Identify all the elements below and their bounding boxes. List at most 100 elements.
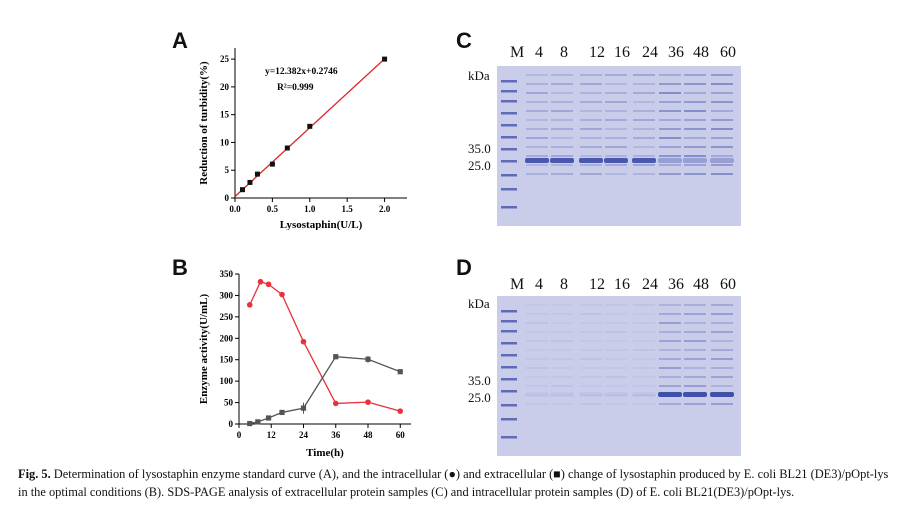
protein-band (711, 322, 733, 324)
y-axis-title: Enzyme activity(U/mL) (198, 294, 210, 405)
y-axis-title: Reduction of turbidity(%) (198, 61, 210, 185)
protein-band (711, 92, 733, 94)
protein-band (526, 110, 548, 112)
protein-band (580, 146, 602, 148)
protein-band (605, 367, 627, 369)
x-tick-label: 2.0 (379, 204, 391, 214)
protein-band (659, 403, 681, 405)
marker-band (501, 366, 517, 369)
protein-band (551, 92, 573, 94)
protein-band (633, 155, 655, 157)
protein-band (605, 146, 627, 148)
marker-band (501, 90, 517, 93)
protein-band (659, 340, 681, 342)
protein-band (605, 394, 627, 396)
protein-band (684, 322, 706, 324)
x-tick-label: 24 (299, 430, 309, 440)
protein-band (526, 403, 548, 405)
protein-band (580, 119, 602, 121)
gel-c-mw-25: 25.0 (468, 158, 491, 173)
marker-band (501, 418, 517, 421)
protein-band (526, 173, 548, 175)
protein-band (551, 119, 573, 121)
protein-band (633, 322, 655, 324)
protein-band (580, 155, 602, 157)
protein-band (711, 119, 733, 121)
data-point (307, 123, 313, 129)
marker-band (501, 206, 517, 209)
gel-d-mw-35: 35.0 (468, 373, 491, 388)
protein-band (580, 128, 602, 130)
protein-band (711, 137, 733, 139)
protein-band (711, 128, 733, 130)
protein-band (659, 385, 681, 387)
marker-band (501, 112, 517, 115)
protein-band (711, 385, 733, 387)
protein-band (551, 164, 573, 166)
protein-band (605, 403, 627, 405)
protein-band (633, 340, 655, 342)
protein-band (711, 110, 733, 112)
lane-label: 8 (560, 276, 568, 293)
x-tick-label: 36 (331, 430, 341, 440)
protein-band (551, 376, 573, 378)
gel-c-kda-label: kDa (468, 68, 490, 83)
equation-label: y=12.382x+0.2746 (265, 67, 338, 77)
marker-band (501, 320, 517, 323)
figure-caption: Fig. 5. Determination of lysostaphin enz… (18, 465, 898, 501)
marker-band (501, 100, 517, 103)
protein-band (605, 376, 627, 378)
protein-band (580, 403, 602, 405)
marker-band (501, 188, 517, 191)
data-point-intracellular (397, 408, 404, 414)
protein-band (526, 322, 548, 324)
protein-band (551, 340, 573, 342)
protein-band (684, 74, 706, 76)
gel-c-mw-35: 35.0 (468, 141, 491, 156)
protein-band (684, 385, 706, 387)
protein-band (659, 358, 681, 360)
protein-band (605, 340, 627, 342)
target-band (632, 392, 656, 397)
protein-band (580, 101, 602, 103)
protein-band (526, 349, 548, 351)
lane-label: M (510, 276, 525, 293)
protein-band (633, 403, 655, 405)
protein-band (580, 83, 602, 85)
protein-band (659, 349, 681, 351)
marker-band (501, 354, 517, 357)
target-band (579, 158, 603, 163)
protein-band (684, 313, 706, 315)
y-tick-label: 50 (224, 398, 234, 408)
data-point-extracellular (279, 409, 285, 416)
protein-band (526, 331, 548, 333)
protein-band (551, 313, 573, 315)
protein-band (684, 146, 706, 148)
protein-band (526, 155, 548, 157)
protein-band (580, 74, 602, 76)
marker-band (501, 124, 517, 127)
protein-band (526, 385, 548, 387)
protein-band (684, 137, 706, 139)
protein-band (551, 101, 573, 103)
marker-band (501, 136, 517, 139)
protein-band (580, 110, 602, 112)
data-point-extracellular (397, 369, 403, 375)
protein-band (711, 164, 733, 166)
protein-band (684, 304, 706, 306)
protein-band (684, 110, 706, 112)
y-tick-label: 10 (220, 137, 230, 147)
protein-band (551, 394, 573, 396)
protein-band (633, 137, 655, 139)
data-point-extracellular (255, 419, 261, 425)
lane-label: 36 (668, 276, 684, 293)
protein-band (684, 155, 706, 157)
x-tick-label: 48 (364, 430, 374, 440)
protein-band (684, 92, 706, 94)
protein-band (526, 304, 548, 306)
y-tick-label: 250 (220, 312, 234, 322)
lane-label: 4 (535, 44, 543, 61)
gel-bands (501, 74, 734, 209)
protein-band (711, 349, 733, 351)
data-point (247, 179, 253, 185)
